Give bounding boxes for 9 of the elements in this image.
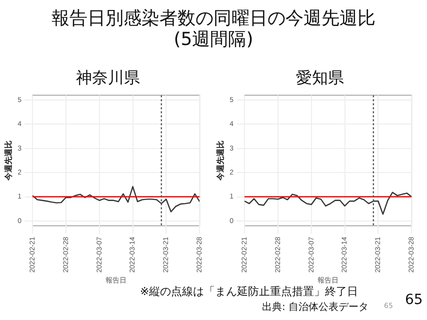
text: ※縦の点線は「まん延防止重点措置」終了日	[140, 284, 358, 299]
text: 65	[405, 292, 423, 308]
text: (5週間隔)	[172, 29, 254, 50]
source-note: 出典: 自治体公表データ	[262, 300, 369, 314]
y-axis-title: 今週先週比	[216, 140, 226, 182]
y-axis-title: 今週先週比	[4, 140, 14, 182]
text: 報告日別感染者数の同曜日の今週先週比	[50, 8, 376, 29]
chart-title: 愛知県	[295, 68, 345, 88]
chart-title: 神奈川県	[75, 68, 141, 88]
